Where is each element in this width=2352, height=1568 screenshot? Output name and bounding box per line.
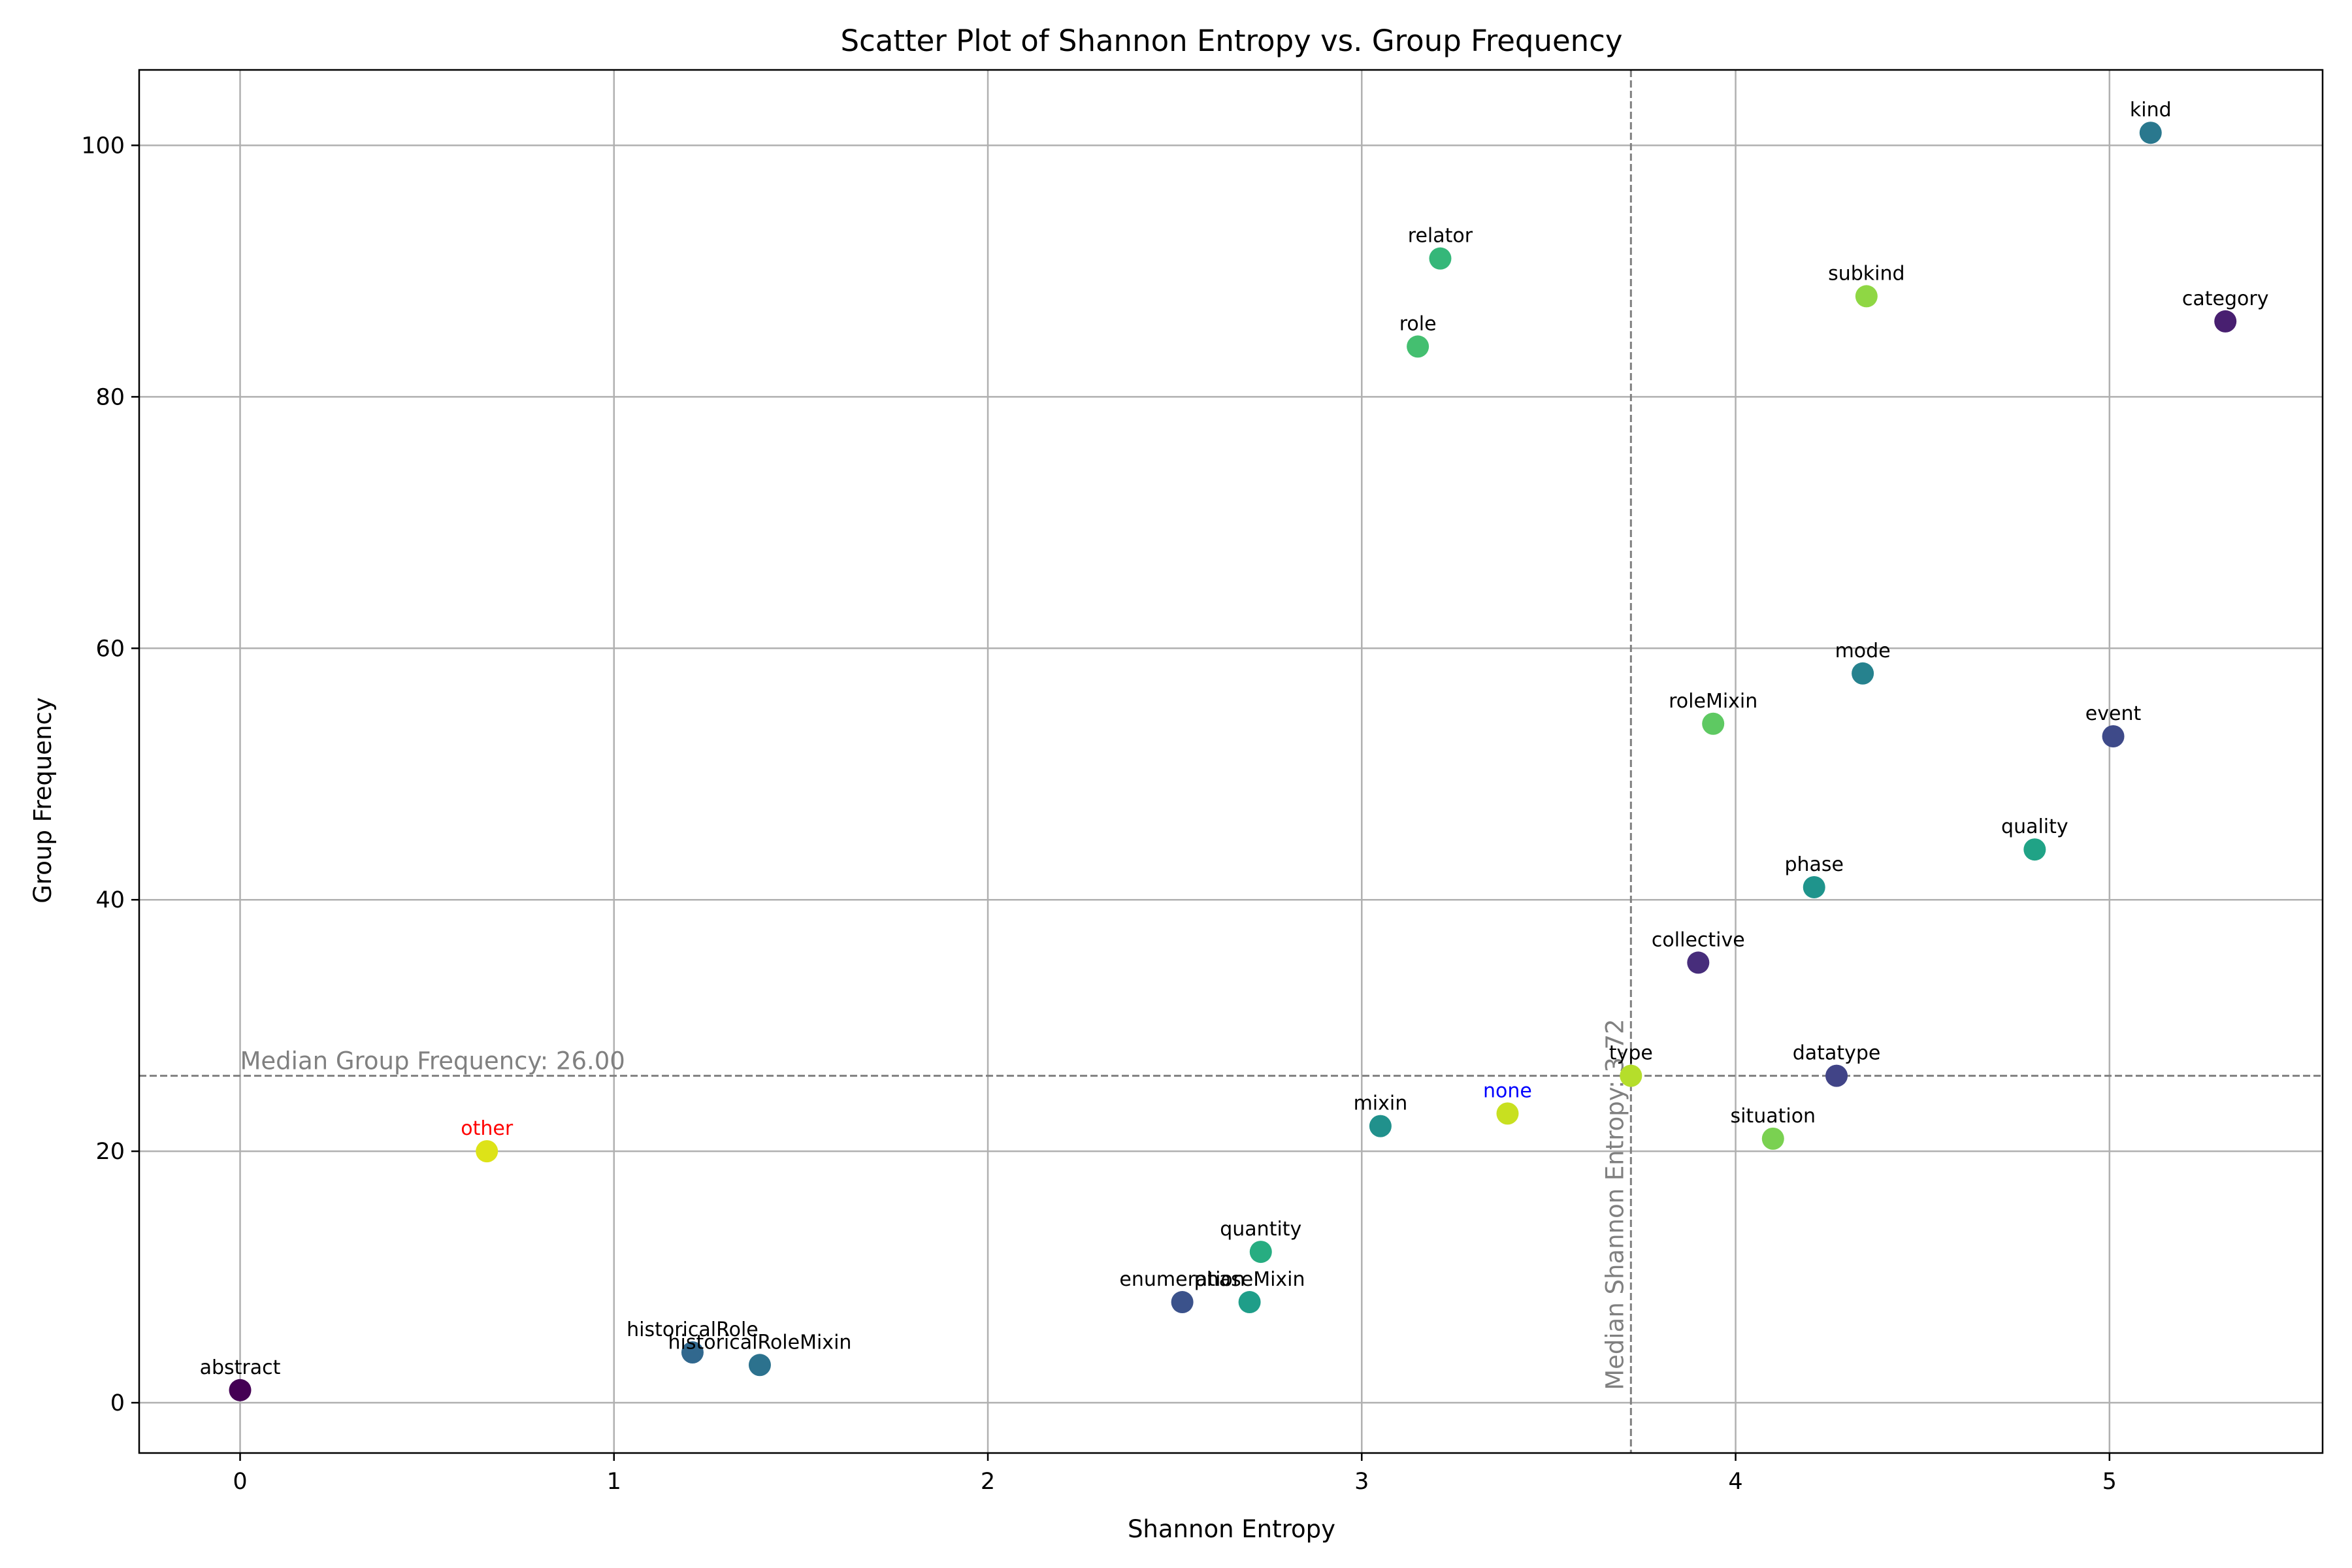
- point-label: relator: [1408, 225, 1473, 248]
- data-point: [1620, 1064, 1642, 1087]
- data-point: [1496, 1102, 1519, 1125]
- point-label: kind: [2130, 99, 2172, 122]
- data-point: [2139, 122, 2162, 144]
- data-points: [229, 122, 2237, 1401]
- point-label: abstract: [200, 1356, 281, 1379]
- data-point: [1429, 247, 1452, 270]
- median-frequency-label: Median Group Frequency: 26.00: [240, 1047, 625, 1075]
- y-axis-label: Group Frequency: [29, 697, 57, 904]
- x-axis-label: Shannon Entropy: [1128, 1515, 1335, 1543]
- data-point: [1702, 712, 1725, 735]
- chart-title: Scatter Plot of Shannon Entropy vs. Grou…: [840, 24, 1622, 58]
- point-label: collective: [1652, 928, 1745, 951]
- reference-lines: Median Group Frequency: 26.00 Median Shan…: [139, 70, 2323, 1453]
- y-tick-label: 20: [95, 1139, 125, 1165]
- point-label: category: [2182, 287, 2269, 310]
- data-point: [476, 1140, 498, 1163]
- point-labels: abstract historicalRolehistoricalRoleMixi…: [200, 99, 2269, 1379]
- point-label: none: [1483, 1079, 1532, 1102]
- point-label: mode: [1835, 640, 1891, 662]
- data-point: [1825, 1064, 1848, 1087]
- data-point: [1852, 662, 1874, 685]
- data-point: [681, 1341, 704, 1364]
- point-label: quantity: [1220, 1218, 1301, 1241]
- point-label: other: [461, 1117, 514, 1140]
- point-label: historicalRoleMixin: [668, 1331, 851, 1354]
- x-tick-label: 0: [233, 1469, 247, 1495]
- point-label: phaseMixin: [1194, 1268, 1305, 1291]
- data-point: [1687, 951, 1710, 974]
- x-tick-label: 1: [607, 1469, 621, 1495]
- point-label: subkind: [1828, 262, 1904, 285]
- y-tick-label: 80: [95, 384, 125, 410]
- point-label: role: [1399, 312, 1437, 335]
- point-label: event: [2085, 702, 2142, 725]
- x-tick-label: 5: [2102, 1469, 2117, 1495]
- data-point: [1855, 285, 1878, 308]
- y-tick-label: 60: [95, 636, 125, 662]
- y-tick-label: 40: [95, 887, 125, 913]
- data-point: [2214, 310, 2237, 333]
- y-tick-label: 100: [81, 133, 125, 159]
- y-axis-ticks: 0 20 40 60 80 100: [81, 133, 139, 1416]
- x-axis-ticks: 0 1 2 3 4 5: [233, 1453, 2117, 1495]
- data-point: [1803, 875, 1825, 898]
- data-point: [1407, 335, 1429, 358]
- data-point: [1249, 1241, 1272, 1264]
- point-label: enumeration: [1119, 1268, 1245, 1291]
- point-label: roleMixin: [1669, 690, 1757, 713]
- point-label: historicalRole: [627, 1318, 759, 1341]
- data-point: [229, 1379, 252, 1401]
- grid-lines: [139, 70, 2323, 1453]
- x-tick-label: 3: [1354, 1469, 1369, 1495]
- plot-frame: [138, 69, 2324, 1454]
- data-point: [1761, 1127, 1784, 1150]
- point-label: phase: [1784, 853, 1844, 876]
- point-label: mixin: [1354, 1092, 1408, 1115]
- data-point: [2102, 725, 2125, 748]
- x-tick-label: 2: [981, 1469, 995, 1495]
- point-label: datatype: [1793, 1042, 1881, 1065]
- x-tick-label: 4: [1728, 1469, 1742, 1495]
- data-point: [1369, 1115, 1392, 1137]
- data-point: [1171, 1291, 1194, 1314]
- data-point: [1238, 1291, 1261, 1314]
- data-point: [748, 1354, 771, 1377]
- point-label: situation: [1730, 1105, 1816, 1128]
- data-point: [2023, 838, 2046, 861]
- point-label: quality: [2001, 815, 2068, 838]
- y-tick-label: 0: [110, 1390, 125, 1416]
- point-label: type: [1609, 1042, 1653, 1065]
